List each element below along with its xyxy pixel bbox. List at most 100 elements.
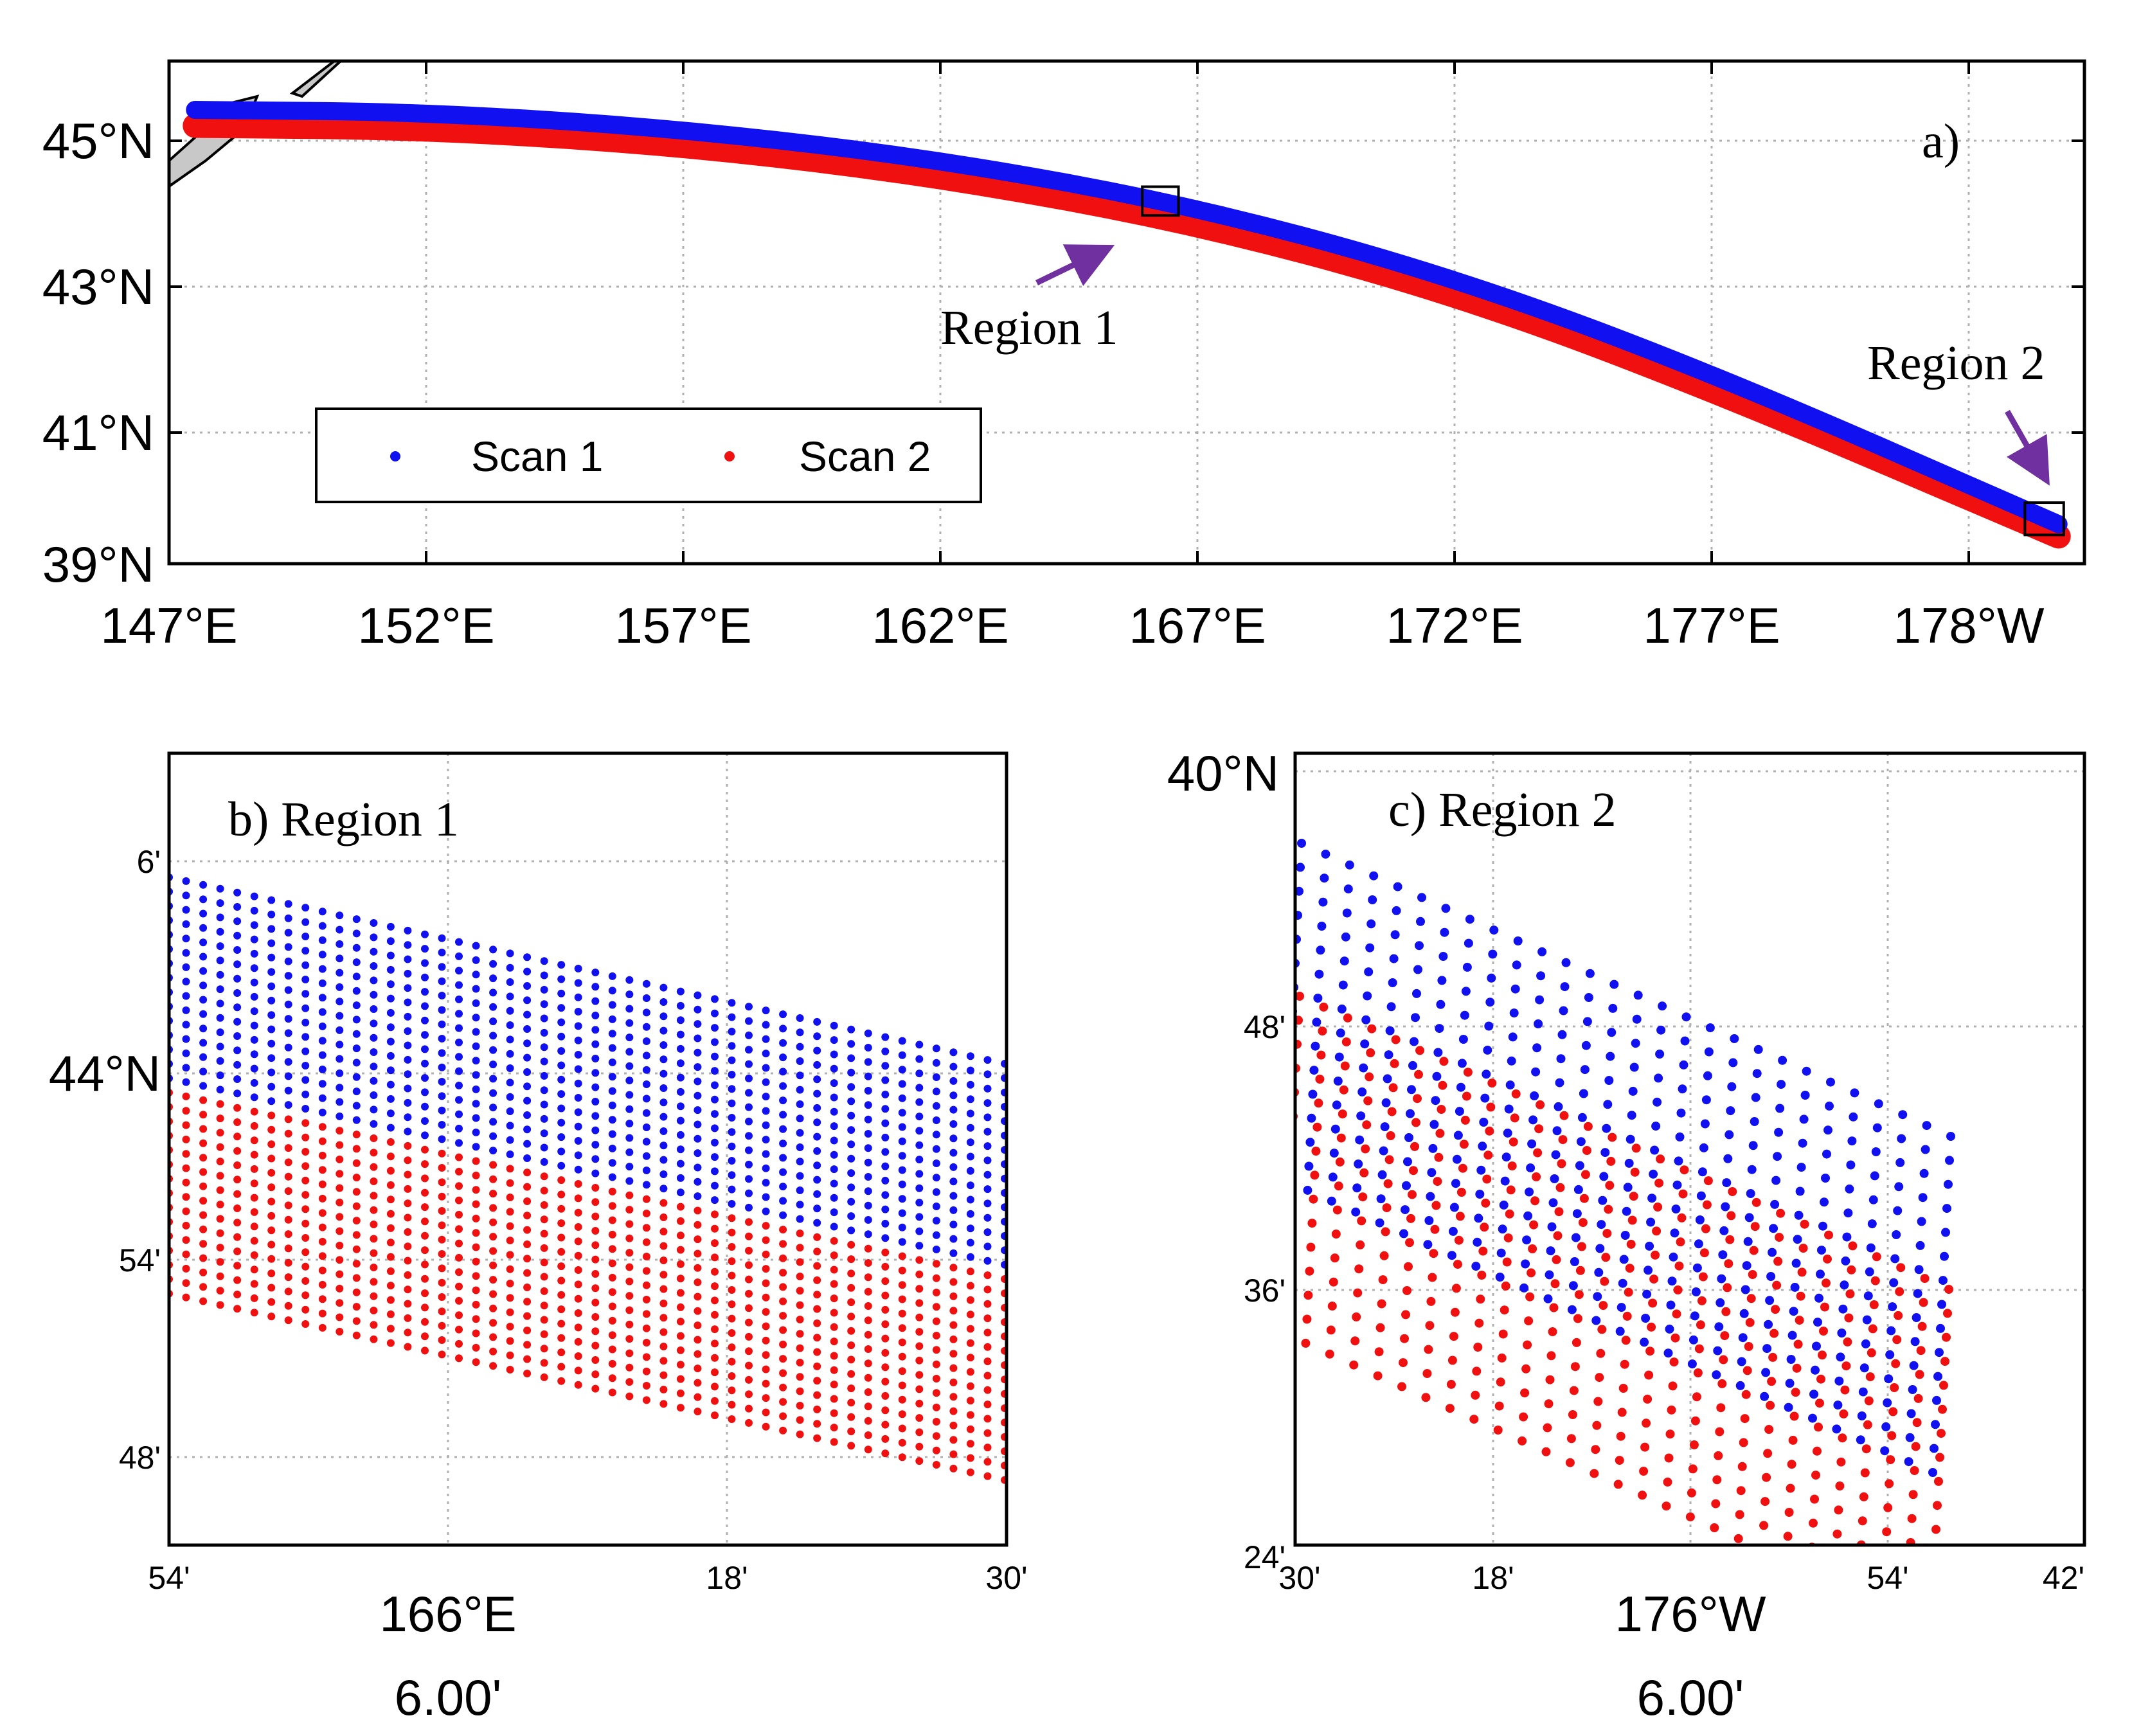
scan1-point: [318, 1094, 327, 1102]
scan1-point: [1738, 1333, 1748, 1343]
scan1-point: [1554, 1102, 1563, 1111]
scan2-point: [1906, 1538, 1915, 1545]
scan2-point: [199, 1168, 208, 1176]
scan2-point: [318, 1151, 327, 1159]
scan2-point: [847, 1284, 855, 1292]
scan2-point: [711, 1325, 719, 1334]
scan2-point: [932, 1418, 940, 1426]
scan1-point: [1890, 1254, 1900, 1264]
scan2-point: [318, 1180, 327, 1188]
scan1-point: [1766, 1272, 1776, 1281]
scan1-point: [932, 1217, 940, 1225]
scan1-point: [762, 1150, 770, 1158]
scan2-point: [1301, 1338, 1311, 1348]
scan1-point: [1503, 1128, 1512, 1138]
scan1-point: [438, 1135, 446, 1143]
scan2-point: [1518, 1436, 1527, 1445]
scan2-point: [540, 1373, 548, 1381]
scan2-point: [1811, 1471, 1820, 1480]
scan1-point: [1282, 1127, 1291, 1136]
scan1-point: [642, 1123, 650, 1131]
scan1-point: [915, 1041, 924, 1049]
scan1-point: [267, 1054, 276, 1062]
scan2-point: [438, 1278, 446, 1287]
scan1-point: [1777, 1080, 1786, 1089]
scan1-point: [1742, 1261, 1751, 1271]
scan1-point: [301, 1090, 310, 1098]
scan2-point: [1881, 1552, 1890, 1561]
scan1-point: [1680, 1036, 1690, 1046]
scan1-point: [301, 918, 310, 926]
scan1-point: [1820, 1197, 1829, 1207]
scan1-point: [1617, 1303, 1626, 1312]
scan1-point: [1498, 1224, 1507, 1234]
scan2-point: [881, 1391, 890, 1400]
scan2-point: [830, 1280, 838, 1288]
scan2-point: [915, 1256, 924, 1264]
scan2-point: [676, 1361, 685, 1369]
scan1-point: [540, 1014, 548, 1023]
scan2-point: [1359, 1168, 1369, 1177]
scan1-point: [1914, 1265, 1924, 1275]
scan2-point: [966, 1339, 974, 1347]
scan2-point: [1697, 1296, 1706, 1305]
scan1-point: [1880, 1446, 1890, 1456]
scan2-point: [301, 1133, 310, 1141]
scan2-point: [676, 1318, 685, 1326]
scan2-point: [1386, 1131, 1395, 1140]
scan2-point: [915, 1371, 924, 1379]
scan1-point: [1595, 1244, 1605, 1253]
scan2-point: [318, 1194, 327, 1203]
scan2-point: [694, 1278, 702, 1287]
scan1-point: [233, 1089, 242, 1098]
scan1-point: [1658, 1001, 1667, 1011]
scan2-point: [557, 1262, 566, 1271]
scan1-point: [421, 1131, 429, 1140]
scan1-point: [711, 1067, 719, 1075]
scan2-point: [813, 1362, 821, 1370]
scan1-point: [949, 1077, 958, 1085]
scan2-point: [694, 1264, 702, 1272]
scan2-point: [216, 1172, 224, 1180]
scan2-point: [199, 1111, 208, 1119]
scan1-point: [745, 1031, 753, 1039]
scan1-point: [318, 965, 327, 973]
scan1-point: [847, 1154, 855, 1163]
scan1-point: [1334, 1052, 1344, 1062]
scan1-point: [676, 1001, 685, 1010]
scan1-point: [318, 1008, 327, 1016]
scan1-point: [1471, 1262, 1481, 1271]
scan1-point: [370, 1077, 378, 1085]
scan1-point: [267, 1025, 276, 1034]
scan2-point: [233, 1291, 242, 1298]
scan2-point: [1737, 1462, 1747, 1471]
scan2-point: [1749, 1246, 1759, 1255]
scan1-point: [1694, 1239, 1703, 1249]
panel-b-points: [169, 873, 1007, 1484]
scan2-point: [1476, 1294, 1485, 1304]
scan2-point: [711, 1397, 719, 1405]
scan2-point: [881, 1377, 890, 1386]
scan2-point: [352, 1260, 361, 1268]
scan2-point: [1362, 1120, 1372, 1130]
x-tick-label: 147°E: [100, 597, 237, 654]
scan1-point: [1870, 1171, 1879, 1181]
scan1-point: [728, 999, 736, 1007]
scan1-point: [898, 1037, 906, 1045]
scan1-point: [932, 1145, 940, 1153]
scan2-point: [1939, 1381, 1948, 1390]
scan2-point: [1332, 1205, 1342, 1215]
scan1-point: [1814, 1293, 1823, 1303]
scan1-point: [1695, 1215, 1705, 1224]
scan2-point: [1723, 1283, 1732, 1293]
scan1-point: [404, 1113, 412, 1122]
scan2-point: [438, 1149, 446, 1158]
scan2-point: [523, 1298, 532, 1306]
scan2-point: [813, 1262, 821, 1270]
scan1-point: [1316, 945, 1325, 955]
scan2-point: [1606, 1156, 1616, 1166]
y-tick-label: 36': [1244, 1273, 1285, 1309]
scan1-point: [216, 884, 224, 893]
scan2-point: [1671, 1333, 1680, 1343]
scan2-point: [1751, 1197, 1761, 1207]
